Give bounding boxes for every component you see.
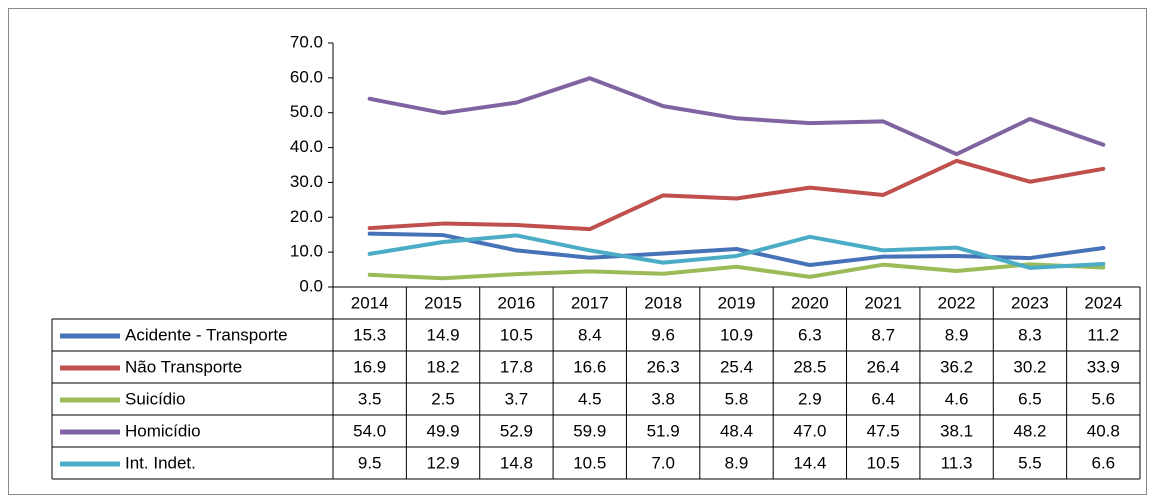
table-cell: 49.9 [426, 421, 459, 440]
table-cell: 51.9 [647, 421, 680, 440]
table-cell: 10.5 [867, 453, 900, 472]
table-cell: 6.5 [1018, 389, 1042, 408]
y-tick-label: 70.0 [290, 32, 323, 51]
x-tick-label: 2015 [424, 293, 462, 312]
table-cell: 9.6 [651, 325, 675, 344]
table-cell: 47.0 [793, 421, 826, 440]
legend-label: Não Transporte [125, 357, 242, 376]
legend-label: Homicídio [125, 421, 201, 440]
x-tick-label: 2023 [1011, 293, 1049, 312]
legend-label: Int. Indet. [125, 453, 196, 472]
table-cell: 4.6 [945, 389, 969, 408]
y-tick-label: 60.0 [290, 67, 323, 86]
legend-label: Suicídio [125, 389, 185, 408]
table-cell: 8.4 [578, 325, 602, 344]
y-tick-label: 20.0 [290, 207, 323, 226]
series-line [367, 233, 1106, 270]
table-cell: 14.4 [793, 453, 826, 472]
table-cell: 2.5 [431, 389, 455, 408]
chart-border [8, 8, 1147, 495]
table-cell: 15.3 [353, 325, 386, 344]
table-cell: 6.4 [871, 389, 895, 408]
table-cell: 16.6 [573, 357, 606, 376]
table-cell: 12.9 [426, 453, 459, 472]
legend-label: Acidente - Transporte [125, 325, 288, 344]
table-cell: 10.9 [720, 325, 753, 344]
x-tick-label: 2022 [938, 293, 976, 312]
table-cell: 18.2 [426, 357, 459, 376]
table-cell: 26.4 [867, 357, 900, 376]
table-cell: 47.5 [867, 421, 900, 440]
table-cell: 6.3 [798, 325, 822, 344]
table-cell: 8.3 [1018, 325, 1042, 344]
table-cell: 40.8 [1087, 421, 1120, 440]
table-cell: 3.5 [358, 389, 382, 408]
table-cell: 5.6 [1091, 389, 1115, 408]
table-cell: 8.7 [871, 325, 895, 344]
y-tick-label: 10.0 [290, 242, 323, 261]
x-tick-label: 2019 [718, 293, 756, 312]
table-cell: 25.4 [720, 357, 753, 376]
table-cell: 10.5 [500, 325, 533, 344]
table-cell: 30.2 [1013, 357, 1046, 376]
y-tick-label: 50.0 [290, 102, 323, 121]
x-tick-label: 2021 [864, 293, 902, 312]
x-tick-label: 2020 [791, 293, 829, 312]
y-tick-label: 30.0 [290, 172, 323, 191]
table-cell: 5.5 [1018, 453, 1042, 472]
x-tick-label: 2024 [1084, 293, 1122, 312]
table-cell: 48.2 [1013, 421, 1046, 440]
table-cell: 5.8 [725, 389, 749, 408]
table-cell: 17.8 [500, 357, 533, 376]
table-cell: 11.3 [941, 453, 973, 472]
table-cell: 28.5 [793, 357, 826, 376]
table-cell: 3.8 [651, 389, 675, 408]
series-line [367, 76, 1106, 157]
x-tick-label: 2016 [497, 293, 535, 312]
table-cell: 6.6 [1091, 453, 1115, 472]
table-cell: 4.5 [578, 389, 602, 408]
x-tick-label: 2018 [644, 293, 682, 312]
table-cell: 11.2 [1087, 325, 1119, 344]
table-cell: 59.9 [573, 421, 606, 440]
table-cell: 7.0 [651, 453, 675, 472]
table-cell: 16.9 [353, 357, 386, 376]
table-cell: 8.9 [945, 325, 969, 344]
table-cell: 14.8 [500, 453, 533, 472]
table-cell: 3.7 [505, 389, 529, 408]
x-tick-label: 2014 [351, 293, 389, 312]
table-cell: 9.5 [358, 453, 382, 472]
table-cell: 38.1 [940, 421, 973, 440]
table-cell: 14.9 [426, 325, 459, 344]
x-tick-label: 2017 [571, 293, 609, 312]
table-cell: 33.9 [1087, 357, 1120, 376]
series-line [367, 231, 1106, 268]
y-tick-label: 0.0 [299, 276, 323, 295]
table-cell: 26.3 [647, 357, 680, 376]
table-cell: 36.2 [940, 357, 973, 376]
table-cell: 2.9 [798, 389, 822, 408]
table-cell: 48.4 [720, 421, 753, 440]
table-cell: 10.5 [573, 453, 606, 472]
series-line [367, 262, 1106, 281]
table-cell: 54.0 [353, 421, 386, 440]
table-cell: 52.9 [500, 421, 533, 440]
table-cell: 8.9 [725, 453, 749, 472]
y-tick-label: 40.0 [290, 137, 323, 156]
series-line [367, 158, 1106, 232]
